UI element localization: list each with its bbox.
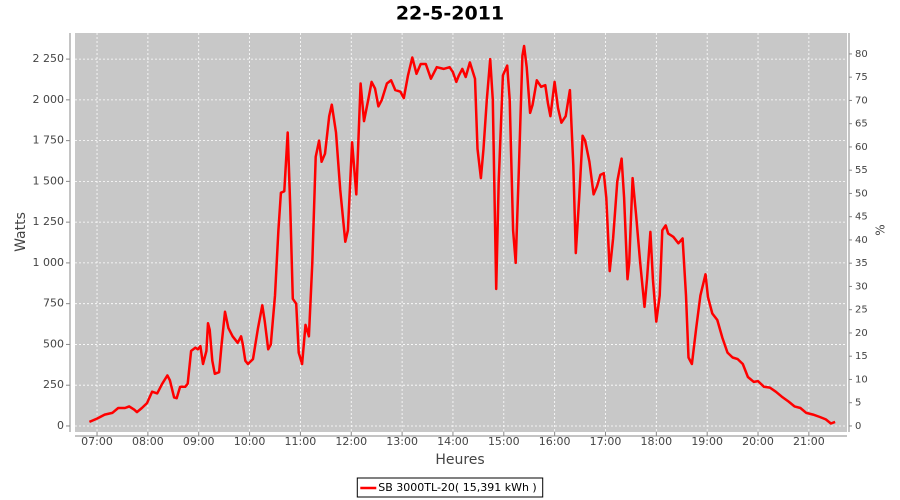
x-tick-label: 08:00 [132, 435, 164, 448]
legend-label: SB 3000TL-20( 15,391 kWh ) [378, 481, 536, 494]
x-axis-label: Heures [435, 452, 484, 468]
x-tick-label: 10:00 [234, 435, 266, 448]
y2-tick-label: 75 [855, 72, 868, 83]
y-tick-label: 2 250 [33, 52, 65, 65]
y2-tick-label: 15 [855, 351, 868, 362]
x-tick-label: 16:00 [539, 435, 571, 448]
x-tick-label: 18:00 [640, 435, 672, 448]
x-tick-label: 07:00 [81, 435, 113, 448]
y2-tick-label: 55 [855, 165, 868, 176]
x-tick-label: 14:00 [437, 435, 469, 448]
plot-area [75, 33, 847, 432]
y2-tick-label: 10 [855, 374, 868, 385]
x-tick-label: 15:00 [488, 435, 520, 448]
y-tick-label: 1 250 [33, 215, 65, 228]
legend: SB 3000TL-20( 15,391 kWh ) [356, 477, 544, 498]
y-tick-label: 750 [43, 297, 64, 310]
y2-tick-label: 40 [855, 235, 868, 246]
y-tick-label: 1 000 [33, 256, 65, 269]
y-tick-label: 2 000 [33, 93, 65, 106]
x-tick-label: 20:00 [742, 435, 774, 448]
x-tick-label: 12:00 [335, 435, 367, 448]
y2-tick-label: 60 [855, 142, 868, 153]
chart-title: 22-5-2011 [396, 3, 504, 25]
legend-box [356, 477, 544, 498]
y2-tick-label: 50 [855, 188, 868, 199]
y2-tick-label: 45 [855, 212, 868, 223]
y-tick-label: 250 [43, 378, 64, 391]
y-tick-label: 500 [43, 337, 64, 350]
x-tick-label: 13:00 [386, 435, 418, 448]
x-tick-label: 19:00 [691, 435, 723, 448]
y-tick-label: 1 500 [33, 174, 65, 187]
y2-tick-label: 25 [855, 305, 868, 316]
y-axis-label: Watts [13, 212, 29, 252]
y2-tick-label: 65 [855, 119, 868, 130]
series-line [88, 44, 836, 425]
y-tick-label: 1 750 [33, 134, 65, 147]
y2-axis-label: % [874, 224, 888, 235]
y-tick-label: 0 [57, 419, 64, 432]
x-tick-label: 17:00 [590, 435, 622, 448]
x-tick-label: 09:00 [183, 435, 215, 448]
y2-tick-label: 70 [855, 95, 868, 106]
x-tick-label: 21:00 [793, 435, 825, 448]
y2-tick-label: 35 [855, 258, 868, 269]
y2-tick-label: 30 [855, 281, 868, 292]
y2-tick-label: 0 [855, 421, 861, 432]
y2-tick-label: 20 [855, 328, 868, 339]
y2-tick-label: 5 [855, 398, 861, 409]
x-tick-label: 11:00 [285, 435, 317, 448]
y2-tick-label: 80 [855, 49, 868, 60]
